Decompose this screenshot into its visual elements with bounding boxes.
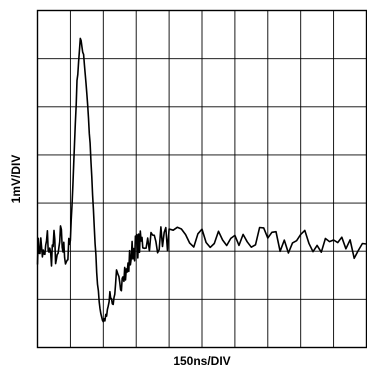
y-axis-label: 1mV/DIV bbox=[9, 155, 23, 204]
trace-layer bbox=[36, 37, 367, 323]
signal-trace bbox=[36, 37, 367, 323]
x-axis-label: 150ns/DIV bbox=[173, 354, 230, 368]
